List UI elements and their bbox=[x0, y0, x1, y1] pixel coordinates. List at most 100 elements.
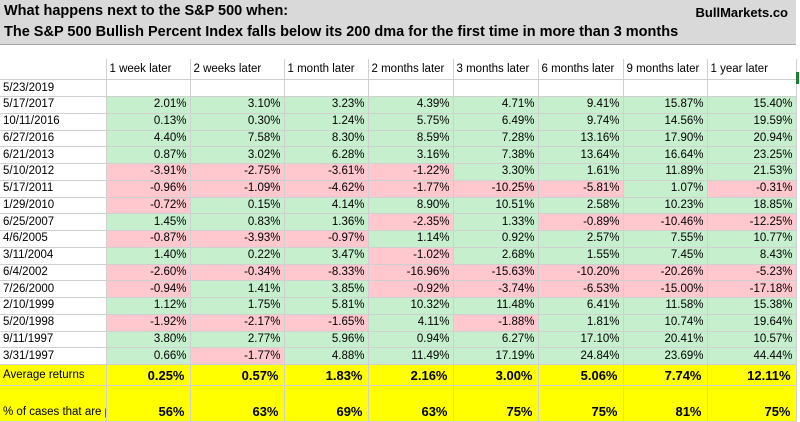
return-cell[interactable]: 10.77% bbox=[707, 230, 797, 248]
return-cell[interactable]: 8.59% bbox=[368, 130, 454, 148]
return-cell[interactable]: 6.41% bbox=[538, 297, 624, 315]
date-cell[interactable]: 6/4/2002 bbox=[0, 264, 107, 282]
return-cell[interactable]: -3.61% bbox=[284, 163, 369, 181]
empty-cell[interactable] bbox=[190, 79, 285, 97]
return-cell[interactable]: 3.10% bbox=[190, 96, 285, 114]
return-cell[interactable]: 0.83% bbox=[190, 213, 285, 231]
date-cell[interactable]: 3/31/1997 bbox=[0, 347, 107, 365]
return-cell[interactable]: 0.22% bbox=[190, 247, 285, 265]
percent-positive-row-label[interactable]: % of cases that are positive bbox=[0, 385, 107, 422]
return-cell[interactable]: 20.41% bbox=[623, 331, 708, 349]
return-cell[interactable]: 0.30% bbox=[190, 113, 285, 131]
return-cell[interactable]: 1.61% bbox=[538, 163, 624, 181]
header-date-cell[interactable] bbox=[0, 59, 107, 80]
return-cell[interactable]: -2.75% bbox=[190, 163, 285, 181]
return-cell[interactable]: -1.09% bbox=[190, 180, 285, 198]
return-cell[interactable]: 23.25% bbox=[707, 146, 797, 164]
return-cell[interactable]: 9.74% bbox=[538, 113, 624, 131]
return-cell[interactable]: -2.17% bbox=[190, 314, 285, 332]
return-cell[interactable]: -2.60% bbox=[106, 264, 191, 282]
return-cell[interactable]: 17.90% bbox=[623, 130, 708, 148]
column-header[interactable]: 3 months later bbox=[453, 59, 539, 80]
return-cell[interactable]: 3.30% bbox=[453, 163, 539, 181]
return-cell[interactable]: 2.77% bbox=[190, 331, 285, 349]
date-cell[interactable]: 10/11/2016 bbox=[0, 113, 107, 131]
return-cell[interactable]: 7.45% bbox=[623, 247, 708, 265]
return-cell[interactable]: 1.24% bbox=[284, 113, 369, 131]
return-cell[interactable]: 3.02% bbox=[190, 146, 285, 164]
return-cell[interactable]: 2.58% bbox=[538, 197, 624, 215]
return-cell[interactable]: -3.91% bbox=[106, 163, 191, 181]
return-cell[interactable]: 13.64% bbox=[538, 146, 624, 164]
return-cell[interactable]: -0.72% bbox=[106, 197, 191, 215]
return-cell[interactable]: 3.85% bbox=[284, 280, 369, 298]
return-cell[interactable]: -1.92% bbox=[106, 314, 191, 332]
empty-cell[interactable] bbox=[707, 79, 797, 97]
return-cell[interactable]: 10.23% bbox=[623, 197, 708, 215]
return-cell[interactable]: 16.64% bbox=[623, 146, 708, 164]
return-cell[interactable]: 1.55% bbox=[538, 247, 624, 265]
average-returns-row-value[interactable]: 3.00% bbox=[453, 364, 539, 386]
return-cell[interactable]: 10.74% bbox=[623, 314, 708, 332]
return-cell[interactable]: 24.84% bbox=[538, 347, 624, 365]
return-cell[interactable]: -0.94% bbox=[106, 280, 191, 298]
empty-cell[interactable] bbox=[368, 79, 454, 97]
date-cell[interactable]: 5/20/1998 bbox=[0, 314, 107, 332]
return-cell[interactable]: -10.46% bbox=[623, 213, 708, 231]
date-cell[interactable]: 4/6/2005 bbox=[0, 230, 107, 248]
return-cell[interactable]: 4.11% bbox=[368, 314, 454, 332]
return-cell[interactable]: 15.38% bbox=[707, 297, 797, 315]
date-cell[interactable]: 3/11/2004 bbox=[0, 247, 107, 265]
return-cell[interactable]: 13.16% bbox=[538, 130, 624, 148]
return-cell[interactable]: -0.89% bbox=[538, 213, 624, 231]
return-cell[interactable]: 2.01% bbox=[106, 96, 191, 114]
percent-positive-row-value[interactable]: 56% bbox=[106, 385, 191, 422]
return-cell[interactable]: -8.33% bbox=[284, 264, 369, 282]
return-cell[interactable]: 1.12% bbox=[106, 297, 191, 315]
return-cell[interactable]: 1.75% bbox=[190, 297, 285, 315]
return-cell[interactable]: 2.57% bbox=[538, 230, 624, 248]
return-cell[interactable]: 6.49% bbox=[453, 113, 539, 131]
return-cell[interactable]: 14.56% bbox=[623, 113, 708, 131]
return-cell[interactable]: -2.35% bbox=[368, 213, 454, 231]
column-header[interactable]: 1 month later bbox=[284, 59, 369, 80]
column-header[interactable]: 9 months later bbox=[623, 59, 708, 80]
average-returns-row-label[interactable]: Average returns bbox=[0, 364, 107, 386]
date-cell[interactable]: 5/17/2017 bbox=[0, 96, 107, 114]
return-cell[interactable]: 6.28% bbox=[284, 146, 369, 164]
return-cell[interactable]: -10.25% bbox=[453, 180, 539, 198]
average-returns-row-value[interactable]: 7.74% bbox=[623, 364, 708, 386]
date-cell[interactable]: 2/10/1999 bbox=[0, 297, 107, 315]
percent-positive-row-value[interactable]: 75% bbox=[453, 385, 539, 422]
return-cell[interactable]: -0.97% bbox=[284, 230, 369, 248]
return-cell[interactable]: 0.15% bbox=[190, 197, 285, 215]
return-cell[interactable]: -5.23% bbox=[707, 264, 797, 282]
return-cell[interactable]: 9.41% bbox=[538, 96, 624, 114]
return-cell[interactable]: 5.96% bbox=[284, 331, 369, 349]
return-cell[interactable]: -10.20% bbox=[538, 264, 624, 282]
return-cell[interactable]: 1.33% bbox=[453, 213, 539, 231]
return-cell[interactable]: 17.10% bbox=[538, 331, 624, 349]
empty-cell[interactable] bbox=[538, 79, 624, 97]
return-cell[interactable]: -0.96% bbox=[106, 180, 191, 198]
return-cell[interactable]: 1.36% bbox=[284, 213, 369, 231]
return-cell[interactable]: 1.45% bbox=[106, 213, 191, 231]
return-cell[interactable]: 1.14% bbox=[368, 230, 454, 248]
percent-positive-row-value[interactable]: 69% bbox=[284, 385, 369, 422]
return-cell[interactable]: 11.49% bbox=[368, 347, 454, 365]
return-cell[interactable]: -3.74% bbox=[453, 280, 539, 298]
date-cell[interactable]: 1/29/2010 bbox=[0, 197, 107, 215]
column-header[interactable]: 2 weeks later bbox=[190, 59, 285, 80]
return-cell[interactable]: -1.77% bbox=[190, 347, 285, 365]
percent-positive-row-value[interactable]: 75% bbox=[707, 385, 797, 422]
percent-positive-row-value[interactable]: 63% bbox=[190, 385, 285, 422]
return-cell[interactable]: 8.43% bbox=[707, 247, 797, 265]
return-cell[interactable]: 10.57% bbox=[707, 331, 797, 349]
return-cell[interactable]: -1.22% bbox=[368, 163, 454, 181]
date-cell[interactable]: 9/11/1997 bbox=[0, 331, 107, 349]
return-cell[interactable]: 19.64% bbox=[707, 314, 797, 332]
date-cell[interactable]: 6/21/2013 bbox=[0, 146, 107, 164]
return-cell[interactable]: -0.31% bbox=[707, 180, 797, 198]
current-date-cell[interactable]: 5/23/2019 bbox=[0, 79, 107, 97]
return-cell[interactable]: 4.71% bbox=[453, 96, 539, 114]
